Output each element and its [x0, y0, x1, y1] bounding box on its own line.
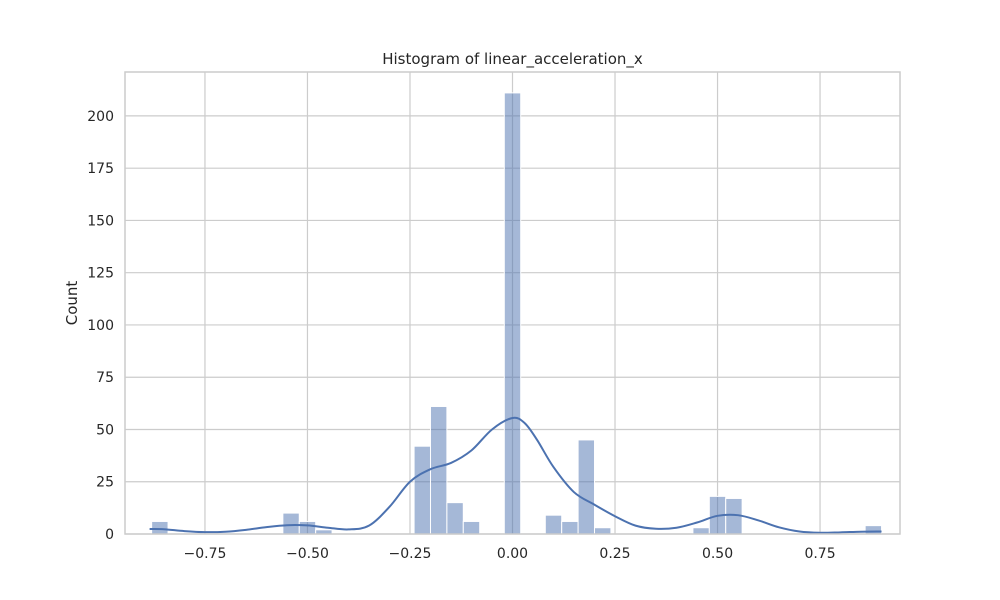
- y-tick-label: 200: [87, 109, 114, 125]
- y-tick-labels: 0 25 50 75 100 125 150 175 200: [87, 109, 114, 543]
- y-tick-label: 100: [87, 318, 114, 334]
- y-tick-label: 25: [96, 475, 114, 491]
- histogram-bar: [577, 439, 596, 535]
- y-tick-label: 50: [96, 422, 114, 438]
- chart-title: Histogram of linear_acceleration_x: [382, 50, 643, 69]
- y-tick-label: 175: [87, 161, 114, 177]
- x-tick-label: 0.00: [497, 546, 528, 562]
- histogram-bar: [462, 520, 481, 535]
- y-tick-label: 75: [96, 370, 114, 386]
- x-tick-label: 0.50: [702, 546, 733, 562]
- x-tick-label: −0.25: [389, 546, 432, 562]
- histogram-bar: [413, 445, 431, 535]
- histogram-bar: [282, 512, 300, 535]
- histogram-bar: [561, 520, 579, 535]
- x-tick-label: −0.50: [286, 546, 329, 562]
- histogram-bar: [151, 520, 169, 535]
- kde-curve-group: [149, 416, 882, 534]
- histogram-bars: [151, 92, 883, 535]
- y-tick-label: 125: [87, 266, 114, 282]
- histogram-bar: [298, 520, 317, 535]
- kde-curve: [149, 416, 882, 534]
- y-tick-label: 0: [105, 527, 114, 543]
- histogram-bar: [503, 92, 522, 535]
- histogram-bar: [692, 527, 710, 535]
- y-tick-label: 150: [87, 213, 114, 229]
- histogram-bar: [446, 502, 464, 535]
- x-tick-label: −0.75: [184, 546, 227, 562]
- x-tick-label: 0.75: [804, 546, 835, 562]
- x-tick-labels: −0.75 −0.50 −0.25 0.00 0.25 0.50 0.75: [184, 546, 836, 562]
- y-axis-label: Count: [63, 281, 81, 326]
- axes-frame: [124, 71, 901, 535]
- histogram-bar: [864, 525, 883, 535]
- x-tick-label: 0.25: [599, 546, 630, 562]
- histogram-bar: [594, 527, 612, 535]
- histogram-bar: [429, 405, 448, 535]
- histogram-bar: [544, 514, 563, 535]
